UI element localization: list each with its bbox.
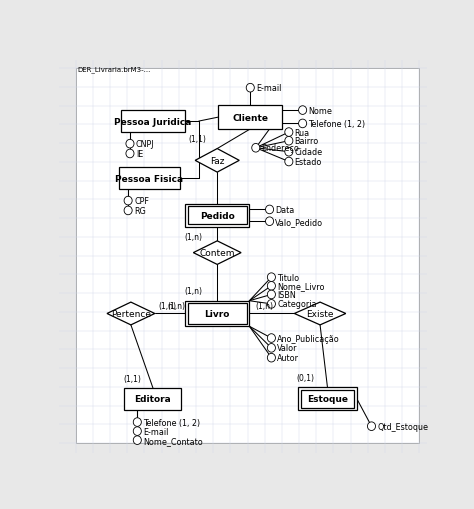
Text: Ano_Publicação: Ano_Publicação bbox=[277, 334, 340, 343]
Text: Pessoa Juridica: Pessoa Juridica bbox=[114, 118, 191, 126]
Text: CPF: CPF bbox=[134, 196, 149, 206]
Circle shape bbox=[267, 344, 275, 352]
Circle shape bbox=[267, 273, 275, 282]
Circle shape bbox=[285, 148, 293, 157]
Text: Data: Data bbox=[275, 206, 295, 214]
Text: DER_Livraria.brM3-...: DER_Livraria.brM3-... bbox=[77, 66, 150, 72]
Circle shape bbox=[133, 436, 141, 444]
Circle shape bbox=[126, 150, 134, 158]
Text: (0,1): (0,1) bbox=[296, 373, 314, 382]
Text: Cidade: Cidade bbox=[295, 148, 323, 157]
Circle shape bbox=[265, 206, 273, 214]
Text: E-mail: E-mail bbox=[256, 84, 282, 93]
Text: (1,1): (1,1) bbox=[188, 135, 206, 144]
Text: Valo_Pedido: Valo_Pedido bbox=[275, 217, 324, 227]
Text: Autor: Autor bbox=[277, 353, 299, 362]
Polygon shape bbox=[193, 241, 241, 265]
Text: Pedido: Pedido bbox=[200, 211, 235, 220]
Circle shape bbox=[285, 128, 293, 137]
Circle shape bbox=[299, 120, 307, 128]
Text: Contem: Contem bbox=[200, 248, 235, 258]
Bar bbox=[298, 387, 357, 411]
Text: Telefone (1, 2): Telefone (1, 2) bbox=[309, 120, 365, 129]
Bar bbox=[125, 388, 182, 410]
Text: Endereço: Endereço bbox=[262, 144, 300, 153]
Text: Nome_Livro: Nome_Livro bbox=[277, 282, 325, 291]
Text: (1,n): (1,n) bbox=[167, 301, 185, 310]
Circle shape bbox=[246, 84, 255, 93]
Circle shape bbox=[252, 144, 260, 153]
Text: (1,n): (1,n) bbox=[184, 287, 202, 296]
Circle shape bbox=[124, 207, 132, 215]
Text: Bairro: Bairro bbox=[295, 137, 319, 146]
Text: Faz: Faz bbox=[210, 157, 225, 165]
Bar bbox=[301, 390, 354, 408]
Circle shape bbox=[126, 140, 134, 149]
Circle shape bbox=[267, 300, 275, 308]
Text: (1,n): (1,n) bbox=[159, 301, 177, 310]
Text: Cliente: Cliente bbox=[232, 114, 268, 122]
Text: Pertence: Pertence bbox=[111, 309, 151, 318]
Bar bbox=[188, 304, 247, 324]
Circle shape bbox=[267, 334, 275, 343]
Text: Telefone (1, 2): Telefone (1, 2) bbox=[143, 418, 201, 427]
Text: Titulo: Titulo bbox=[277, 273, 300, 282]
Bar bbox=[185, 301, 249, 327]
Text: E-mail: E-mail bbox=[143, 427, 169, 436]
Polygon shape bbox=[294, 302, 346, 325]
Text: Nome_Contato: Nome_Contato bbox=[143, 436, 203, 445]
Text: Estoque: Estoque bbox=[307, 394, 348, 404]
Circle shape bbox=[265, 217, 273, 226]
Circle shape bbox=[299, 106, 307, 115]
Text: Editora: Editora bbox=[135, 394, 171, 404]
Circle shape bbox=[285, 137, 293, 146]
Text: Qtd_Estoque: Qtd_Estoque bbox=[377, 422, 428, 431]
Text: RG: RG bbox=[134, 207, 146, 215]
Text: Existe: Existe bbox=[306, 309, 334, 318]
Bar bbox=[218, 106, 283, 130]
Text: Valor: Valor bbox=[277, 344, 298, 353]
FancyBboxPatch shape bbox=[76, 69, 419, 443]
Text: (1,n): (1,n) bbox=[184, 233, 202, 242]
Text: (1,1): (1,1) bbox=[124, 374, 142, 383]
Bar bbox=[188, 207, 247, 225]
Circle shape bbox=[267, 282, 275, 291]
Circle shape bbox=[267, 291, 275, 299]
Text: (1,n): (1,n) bbox=[255, 301, 273, 310]
Text: Categoria: Categoria bbox=[277, 300, 317, 309]
Text: IE: IE bbox=[136, 150, 143, 159]
Circle shape bbox=[133, 418, 141, 427]
Bar bbox=[119, 168, 180, 189]
Text: Rua: Rua bbox=[295, 128, 310, 137]
Polygon shape bbox=[195, 149, 239, 173]
Text: Pessoa Fisica: Pessoa Fisica bbox=[115, 174, 183, 183]
Polygon shape bbox=[107, 302, 155, 325]
Circle shape bbox=[367, 422, 375, 431]
Circle shape bbox=[133, 427, 141, 436]
Text: Livro: Livro bbox=[204, 309, 230, 318]
Text: CNPJ: CNPJ bbox=[136, 140, 155, 149]
Text: ISBN: ISBN bbox=[277, 290, 296, 299]
Text: Nome: Nome bbox=[309, 106, 332, 116]
Bar bbox=[185, 204, 249, 228]
Text: Estado: Estado bbox=[295, 158, 322, 166]
Circle shape bbox=[124, 197, 132, 206]
Circle shape bbox=[267, 354, 275, 362]
Circle shape bbox=[285, 158, 293, 166]
Bar bbox=[121, 111, 185, 133]
